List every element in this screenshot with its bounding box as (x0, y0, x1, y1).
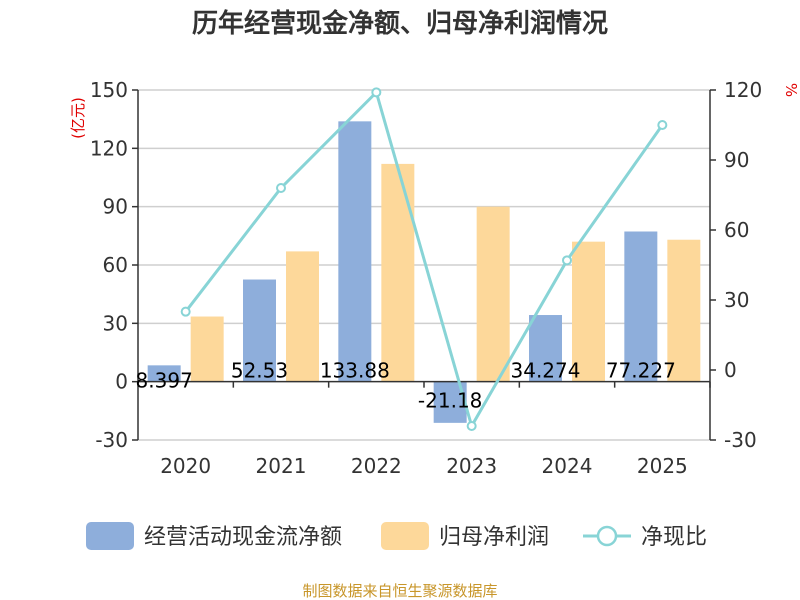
x-tick-label: 2022 (351, 454, 402, 478)
right-tick-label: 120 (724, 78, 762, 102)
data-label: 133.88 (320, 359, 390, 383)
data-label: -21.18 (418, 389, 482, 413)
right-axis-unit: % (782, 83, 800, 97)
legend-marker[interactable] (596, 525, 618, 547)
bar-netprofit[interactable] (667, 239, 701, 382)
left-tick-label: 120 (90, 136, 128, 160)
tick-labels: -30 0 30 60 90 120 150 -30 0 30 60 90 120 2020 2021 202… (90, 78, 762, 478)
data-label: 77.227 (606, 359, 676, 383)
right-tick-label: 0 (724, 358, 737, 382)
left-tick-label: 0 (115, 370, 128, 394)
data-label: 52.53 (231, 359, 288, 383)
ratio-point[interactable] (276, 183, 286, 193)
bar-cashflow[interactable] (243, 279, 276, 382)
ratio-point[interactable] (562, 255, 572, 266)
ratio-line (180, 87, 668, 431)
right-tick-label: 90 (724, 148, 749, 172)
source-note: 制图数据来自恒生聚源数据库 (302, 582, 497, 600)
bar-netprofit[interactable] (572, 241, 605, 382)
legend-label[interactable]: 经营活动现金流净额 (144, 525, 342, 550)
data-labels: 8.397 52.53 133.88 -21.18 34.274 77.227 (136, 359, 676, 413)
legend-label[interactable]: 归母净利润 (439, 525, 549, 550)
ratio-point[interactable] (657, 120, 668, 130)
x-tick-label: 2023 (446, 454, 497, 478)
x-tick-label: 2024 (542, 454, 593, 478)
data-label: 8.397 (136, 368, 193, 392)
x-tick-label: 2020 (160, 454, 211, 478)
axes (132, 89, 716, 441)
right-tick-label: -30 (724, 428, 757, 452)
left-tick-label: 150 (90, 78, 128, 102)
legend-label[interactable]: 净现比 (641, 525, 707, 550)
chart-title: 历年经营现金净额、归母净利润情况 (192, 8, 608, 39)
right-tick-label: 60 (724, 218, 749, 242)
right-tick-label: 30 (724, 288, 749, 312)
bar-netprofit[interactable] (190, 316, 224, 382)
legend-swatch[interactable] (381, 522, 429, 550)
bar-cashflow[interactable] (624, 231, 658, 382)
x-tick-label: 2021 (256, 454, 307, 478)
ratio-line-path (184, 89, 664, 430)
ratio-point[interactable] (180, 306, 191, 317)
ratio-point[interactable] (466, 421, 477, 431)
legend[interactable]: 经营活动现金流净额 归母净利润 净现比 (86, 522, 707, 550)
left-tick-label: 60 (103, 253, 128, 277)
left-axis-unit: (亿元) (69, 97, 87, 139)
bar-netprofit[interactable] (286, 251, 319, 382)
left-tick-label: 30 (103, 311, 128, 335)
bar-cashflow[interactable] (338, 121, 372, 382)
data-label: 34.274 (511, 359, 581, 383)
bar-netprofit[interactable] (381, 163, 415, 382)
bar-cashflow[interactable] (529, 315, 562, 382)
grid-lines (138, 89, 710, 441)
bars (147, 121, 701, 423)
legend-swatch[interactable] (86, 522, 134, 550)
bar-netprofit[interactable] (476, 206, 510, 382)
left-tick-label: 90 (103, 195, 128, 219)
x-tick-label: 2025 (637, 454, 688, 478)
left-tick-label: -30 (95, 428, 128, 452)
bar-cashflow[interactable] (147, 365, 181, 382)
ratio-point[interactable] (371, 87, 382, 98)
